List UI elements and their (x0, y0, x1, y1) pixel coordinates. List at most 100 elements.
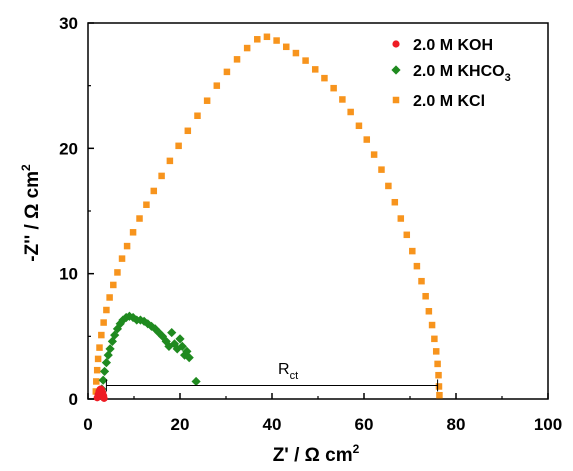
data-point (413, 262, 421, 270)
rct-annotation (105, 379, 439, 392)
x-tick-label: 20 (171, 415, 190, 434)
data-point (425, 308, 433, 315)
data-point (431, 335, 438, 343)
data-point (302, 57, 309, 64)
data-point (124, 311, 134, 321)
series-0 (93, 385, 108, 402)
data-point (435, 371, 442, 379)
data-point (158, 172, 165, 180)
data-point (273, 37, 280, 44)
data-point (203, 97, 211, 104)
y-tick-label: 30 (59, 14, 78, 33)
data-point (110, 281, 117, 289)
data-point (330, 84, 337, 92)
data-point (213, 82, 221, 89)
data-point (403, 231, 411, 239)
x-tick-label: 60 (355, 415, 374, 434)
data-point (103, 306, 110, 314)
data-point (292, 49, 300, 57)
data-point (432, 348, 440, 355)
data-point (347, 108, 354, 116)
data-point (321, 74, 328, 82)
y-axis-label: -Z'' / Ω cm2 (19, 164, 43, 262)
data-point (118, 315, 128, 325)
data-point (385, 182, 392, 190)
data-point (98, 331, 105, 339)
data-point (355, 122, 363, 130)
data-point (114, 269, 121, 276)
y-tick-label: 20 (59, 139, 78, 158)
data-point (233, 56, 241, 63)
data-marks (92, 33, 443, 402)
data-point (391, 198, 399, 206)
data-point (180, 350, 190, 360)
rct-label: Rct (278, 361, 298, 382)
data-point (434, 360, 441, 368)
series-1 (97, 311, 201, 394)
data-point (135, 315, 146, 325)
data-point (184, 127, 192, 135)
x-axis-label: Z' / Ω cm2 (273, 442, 360, 466)
legend-marker-2 (392, 96, 400, 104)
data-point (191, 376, 201, 387)
series-2 (92, 33, 443, 399)
data-point (107, 336, 117, 346)
x-tick-label: 0 (83, 415, 92, 434)
data-point (428, 321, 436, 329)
x-tick-label: 80 (447, 415, 466, 434)
data-point (435, 383, 443, 390)
data-point (254, 36, 261, 43)
data-point (418, 277, 425, 285)
legend-label-khco3: 2.0 M KHCO3 (413, 63, 511, 84)
x-tick-label: 40 (263, 415, 282, 434)
data-point (118, 255, 126, 262)
data-point (243, 44, 251, 52)
data-point (106, 294, 113, 301)
legend-marker-0 (392, 40, 400, 48)
legend-marker-1 (391, 65, 401, 75)
data-point (363, 136, 371, 143)
data-point (150, 187, 158, 195)
data-point (96, 344, 103, 351)
data-point (177, 341, 187, 351)
data-point (436, 391, 443, 399)
data-point (194, 112, 201, 119)
data-point (93, 378, 100, 385)
data-point (101, 358, 111, 368)
data-point (123, 242, 131, 250)
data-point (94, 355, 102, 363)
data-point (100, 394, 108, 402)
legend-label-koh: 2.0 M KOH (413, 37, 493, 54)
data-point (103, 350, 113, 360)
axes: 0 20 40 60 80 100 0 10 20 30 (59, 14, 562, 434)
data-point (397, 215, 405, 222)
data-point (175, 142, 182, 150)
data-point (378, 166, 385, 173)
x-tick-label: 100 (534, 415, 562, 434)
data-point (370, 151, 378, 158)
data-point (99, 366, 110, 377)
data-point (184, 353, 194, 363)
y-tick-label: 0 (69, 390, 78, 409)
data-point (146, 321, 157, 331)
data-point (182, 346, 192, 356)
data-point (166, 157, 174, 165)
data-point (422, 292, 429, 300)
y-tick-label: 10 (59, 265, 78, 284)
data-point (175, 334, 185, 344)
data-point (143, 201, 150, 208)
data-point (150, 324, 160, 334)
data-point (167, 327, 177, 338)
data-point (154, 327, 164, 338)
legend: 2.0 M KOH 2.0 M KHCO3 2.0 M KCl (391, 37, 511, 110)
data-point (263, 33, 271, 41)
data-point (143, 319, 153, 329)
data-point (93, 366, 101, 374)
data-point (136, 215, 143, 222)
data-point (100, 319, 107, 326)
data-point (311, 66, 319, 73)
legend-label-kcl: 2.0 M KCl (413, 93, 485, 110)
data-point (409, 247, 416, 255)
data-point (172, 344, 182, 354)
